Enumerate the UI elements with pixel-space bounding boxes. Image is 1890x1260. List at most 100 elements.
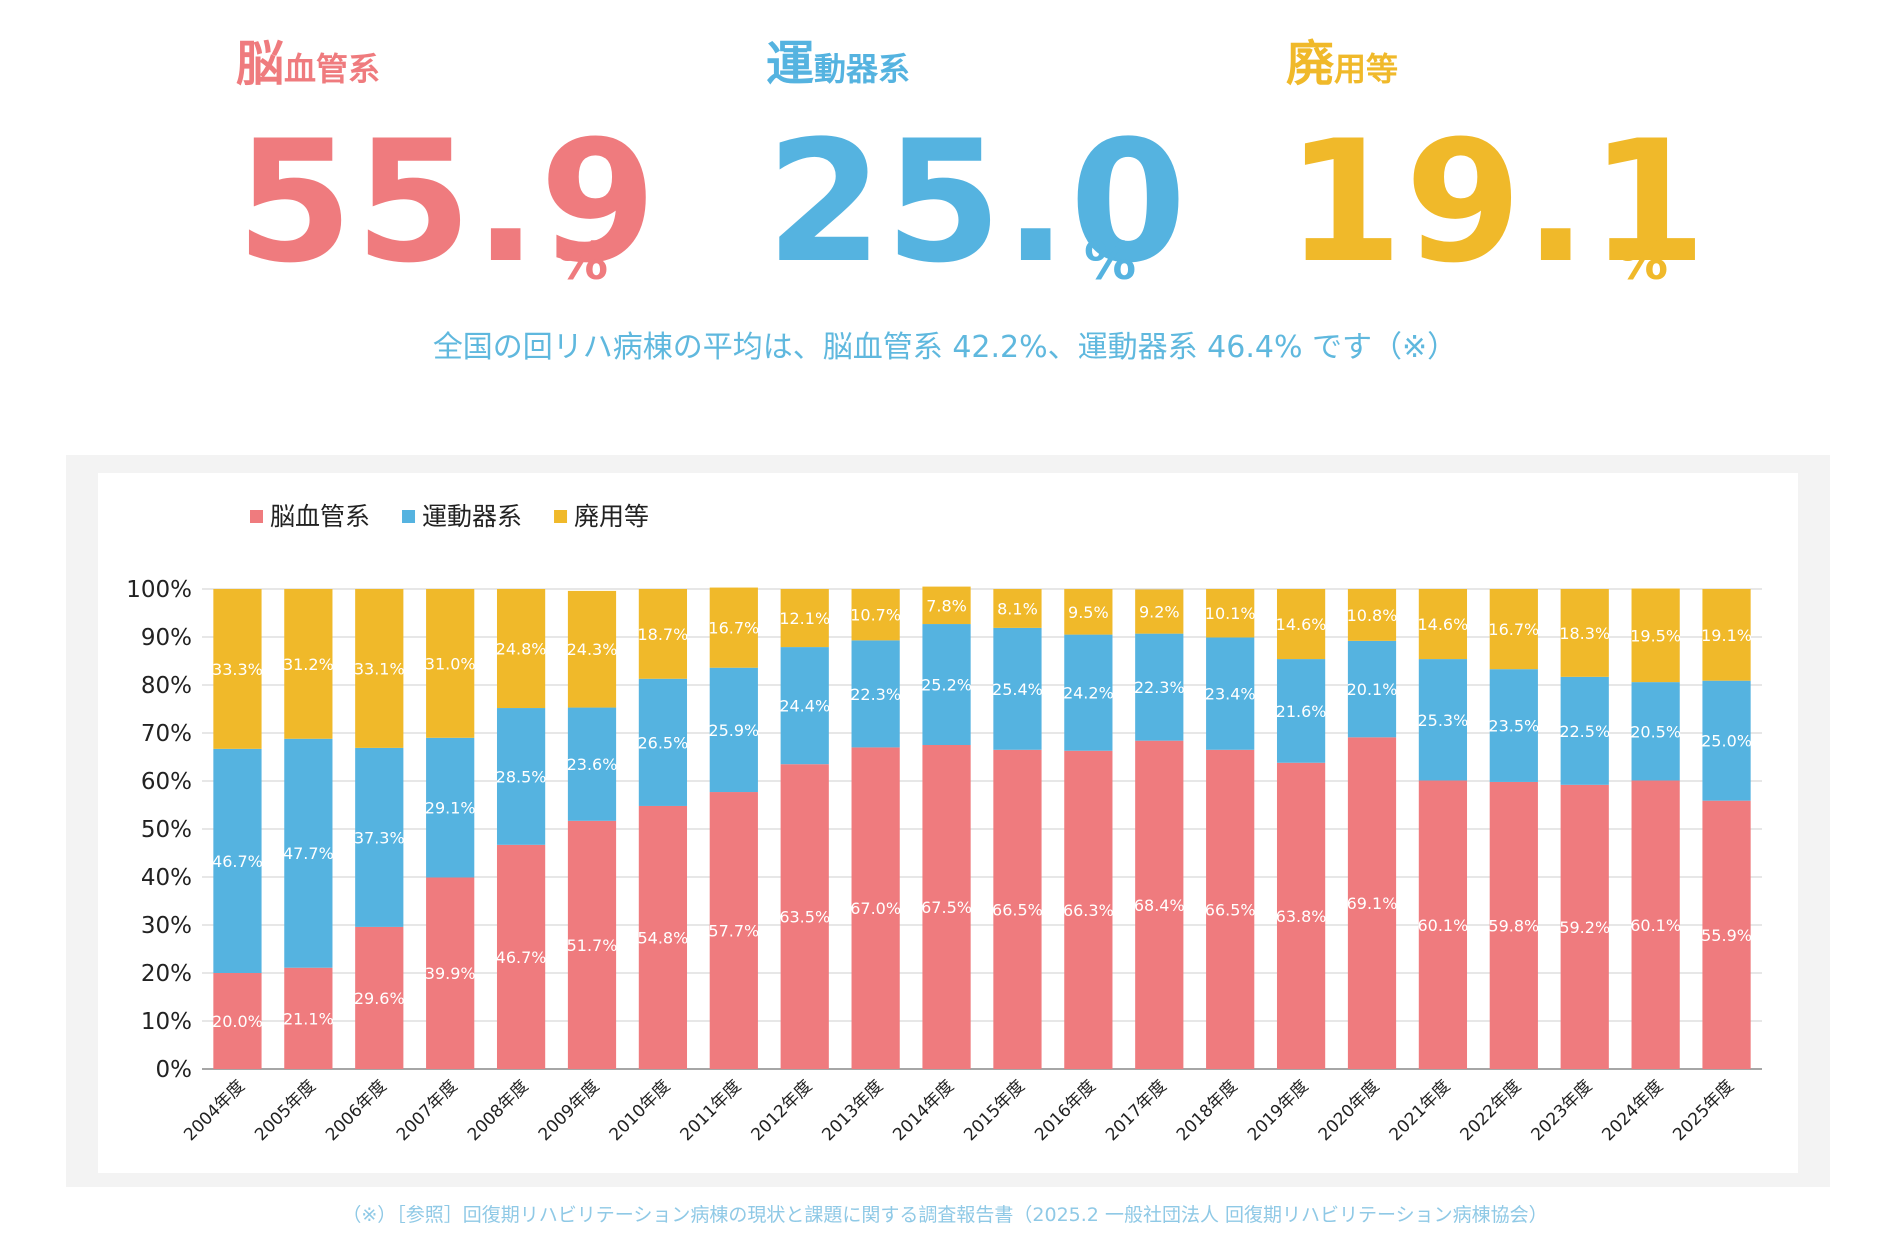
- y-tick-label: 0%: [156, 1057, 193, 1083]
- data-label: 10.8%: [1347, 606, 1398, 625]
- bar-segment-1: [1560, 784, 1609, 1069]
- data-label: 24.2%: [1063, 684, 1114, 703]
- data-label: 57.7%: [708, 922, 759, 941]
- bar-segment-3: [1064, 589, 1113, 635]
- x-tick-label: 2004年度: [180, 1076, 249, 1145]
- data-label: 20.5%: [1630, 722, 1681, 741]
- x-tick-label: 2005年度: [251, 1076, 320, 1145]
- stat-value: 55.9: [236, 104, 659, 300]
- x-tick-label: 2018年度: [1173, 1076, 1242, 1145]
- bar-segment-3: [922, 586, 971, 625]
- data-label: 22.3%: [1134, 678, 1185, 697]
- stat-value: 25.0: [766, 104, 1189, 300]
- stat-label-rest: 血管系: [284, 50, 381, 88]
- bar-segment-3: [1631, 588, 1680, 683]
- data-label: 55.9%: [1701, 926, 1752, 945]
- data-label: 63.8%: [1276, 907, 1327, 926]
- data-label: 66.3%: [1063, 901, 1114, 920]
- y-tick-label: 90%: [141, 625, 192, 651]
- bar-segment-3: [1206, 589, 1255, 638]
- y-tick-label: 70%: [141, 721, 192, 747]
- stat-unit: %: [556, 232, 609, 292]
- data-label: 25.4%: [992, 680, 1043, 699]
- stat-label-rest: 用等: [1334, 50, 1399, 88]
- data-label: 21.6%: [1276, 702, 1327, 721]
- y-tick-label: 40%: [141, 865, 192, 891]
- x-tick-label: 2017年度: [1102, 1076, 1171, 1145]
- legend-label: 運動器系: [422, 502, 522, 531]
- data-label: 24.8%: [496, 640, 547, 659]
- data-label: 16.7%: [708, 619, 759, 638]
- data-label: 68.4%: [1134, 896, 1185, 915]
- data-label: 23.5%: [1488, 717, 1539, 736]
- bar-segment-1: [1702, 800, 1751, 1069]
- bar-segment-3: [851, 589, 900, 641]
- bar-segment-1: [426, 877, 475, 1069]
- stat-label-first-char: 脳: [236, 36, 285, 92]
- data-label: 24.3%: [567, 640, 618, 659]
- y-tick-label: 80%: [141, 673, 192, 699]
- x-tick-label: 2008年度: [464, 1076, 533, 1145]
- bar-segment-2: [284, 738, 333, 968]
- bar-segment-1: [1064, 750, 1113, 1069]
- bar-segment-2: [567, 707, 617, 821]
- x-tick-label: 2011年度: [677, 1076, 746, 1145]
- x-tick-label: 2021年度: [1386, 1076, 1455, 1145]
- bar-segment-3: [284, 589, 333, 739]
- bar-segment-2: [355, 747, 404, 927]
- bar-segment-1: [1631, 780, 1680, 1069]
- bar-segment-1: [213, 973, 262, 1069]
- y-tick-label: 60%: [141, 769, 192, 795]
- data-label: 51.7%: [567, 936, 618, 955]
- y-tick-label: 100%: [126, 577, 192, 603]
- stat-musculoskeletal: 運動器系 25.0 %: [766, 40, 1187, 292]
- data-label: 39.9%: [425, 964, 476, 983]
- stat-unit: %: [1616, 232, 1669, 292]
- data-label: 9.2%: [1139, 603, 1180, 622]
- data-label: 20.1%: [1347, 680, 1398, 699]
- data-label: 9.5%: [1068, 603, 1109, 622]
- bar-segment-2: [1276, 659, 1326, 763]
- x-tick-label: 2016年度: [1031, 1076, 1100, 1145]
- x-tick-label: 2014年度: [889, 1076, 958, 1145]
- data-label: 59.8%: [1488, 916, 1539, 935]
- data-label: 25.0%: [1701, 732, 1752, 751]
- data-label: 10.7%: [850, 606, 901, 625]
- x-tick-label: 2025年度: [1669, 1076, 1738, 1145]
- bar-segment-3: [496, 589, 546, 709]
- bar-segment-3: [1276, 589, 1326, 660]
- x-tick-label: 2022年度: [1457, 1076, 1526, 1145]
- bar-segment-2: [496, 708, 546, 845]
- x-tick-label: 2007年度: [393, 1076, 462, 1145]
- bar-segment-3: [1135, 589, 1184, 634]
- data-label: 23.6%: [567, 755, 618, 774]
- bar-segment-1: [780, 764, 829, 1069]
- data-label: 37.3%: [354, 828, 405, 847]
- data-label: 33.3%: [212, 660, 263, 679]
- stat-label: 運動器系: [766, 40, 910, 88]
- data-label: 18.3%: [1559, 624, 1610, 643]
- data-label: 23.4%: [1205, 685, 1256, 704]
- data-label: 19.5%: [1630, 626, 1681, 645]
- x-tick-label: 2015年度: [960, 1076, 1029, 1145]
- data-label: 7.8%: [926, 596, 967, 615]
- data-label: 22.3%: [850, 685, 901, 704]
- bar-segment-2: [1560, 676, 1609, 785]
- data-label: 12.1%: [779, 609, 830, 628]
- legend-swatch: [402, 510, 416, 523]
- data-label: 16.7%: [1488, 620, 1539, 639]
- bar-segment-3: [355, 589, 404, 748]
- national-average-note: 全国の回リハ病棟の平均は、脳血管系 42.2%、運動器系 46.4% です（※）: [432, 330, 1458, 365]
- x-tick-label: 2012年度: [747, 1076, 816, 1145]
- data-label: 19.1%: [1701, 626, 1752, 645]
- y-tick-label: 10%: [141, 1009, 192, 1035]
- data-label: 33.1%: [354, 659, 405, 678]
- x-tick-label: 2019年度: [1244, 1076, 1313, 1145]
- bar-segment-2: [1064, 634, 1113, 751]
- bar-segment-2: [922, 624, 971, 745]
- data-label: 46.7%: [496, 948, 547, 967]
- x-tick-label: 2023年度: [1527, 1076, 1596, 1145]
- data-label: 47.7%: [283, 844, 334, 863]
- stacked-bar-chart: 0% 10% 20% 30% 40% 50% 60% 70% 80% 90% 100% 20.0% 46…: [126, 502, 1762, 1145]
- y-tick-label: 30%: [141, 913, 192, 939]
